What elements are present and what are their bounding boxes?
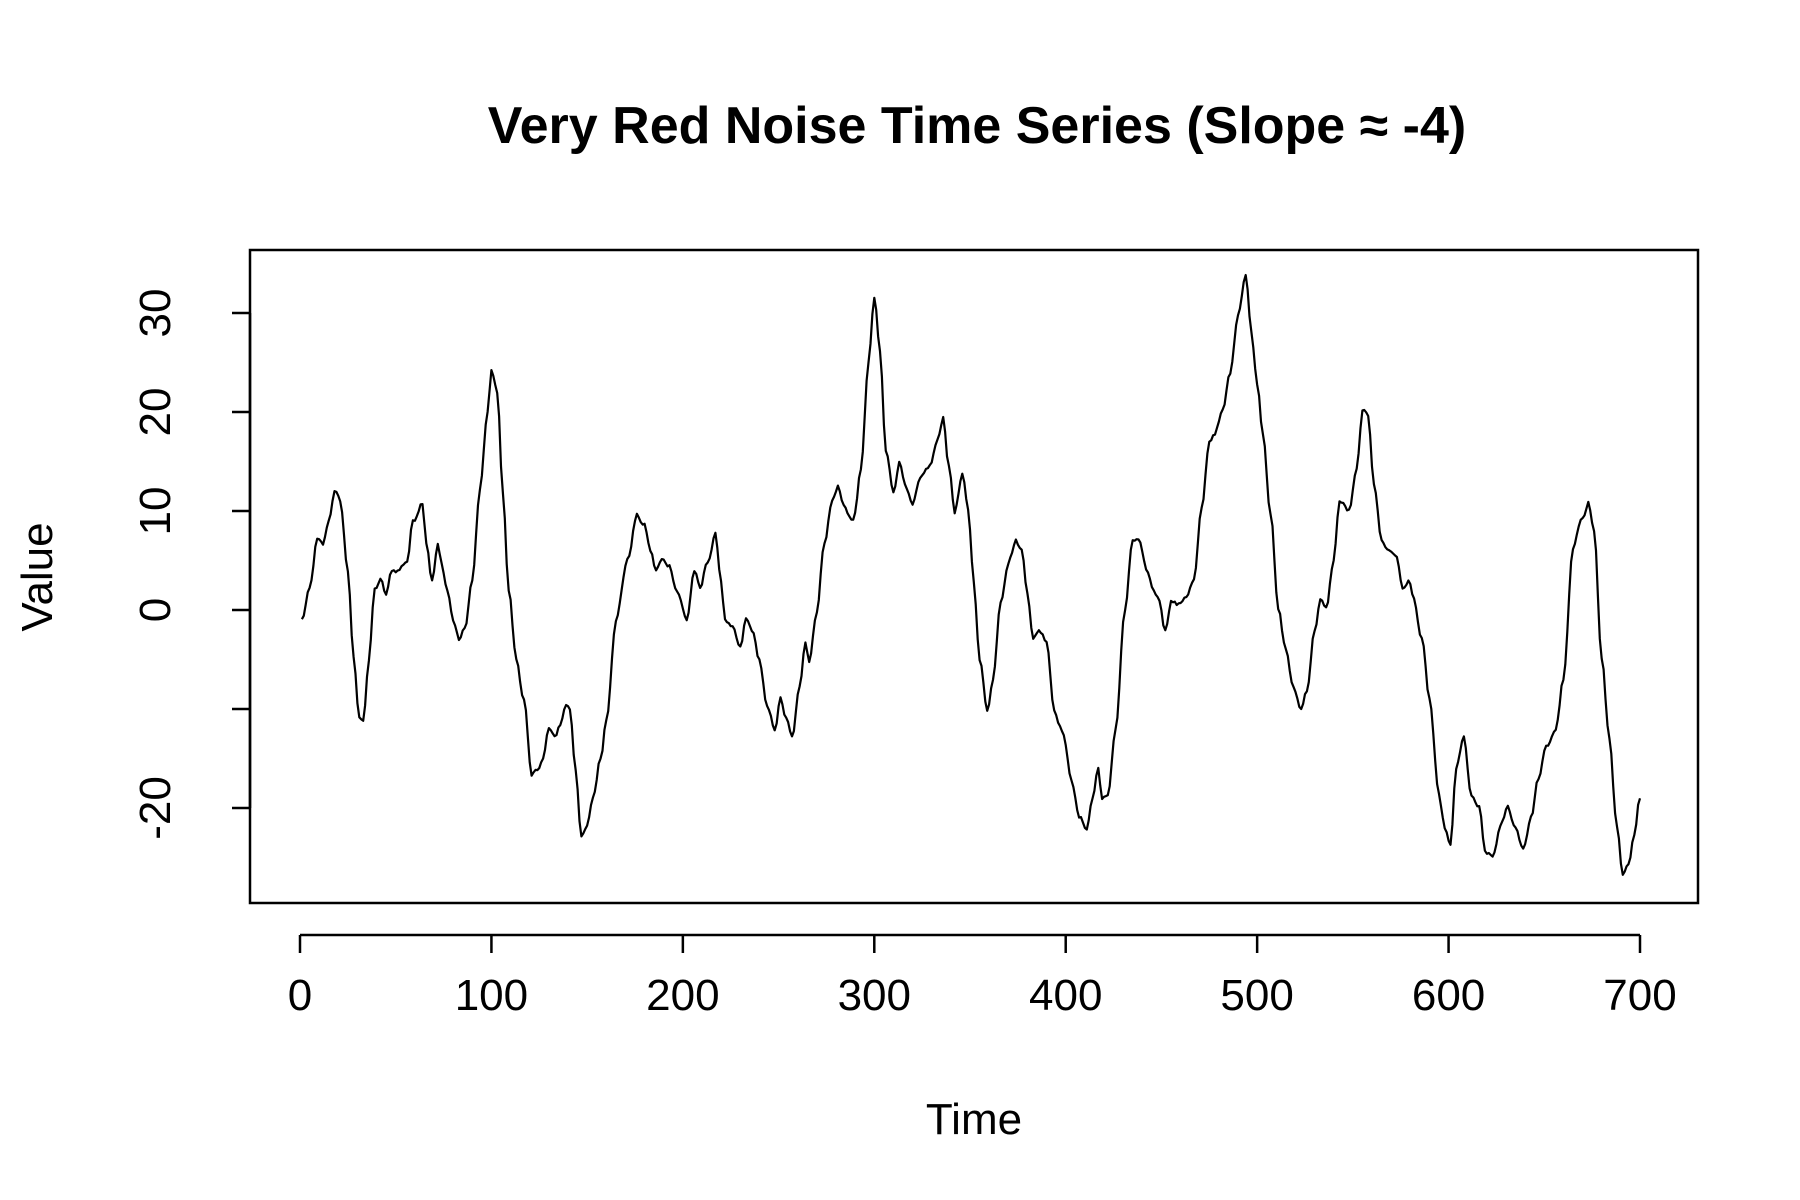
x-tick-label: 700 [1603,971,1676,1020]
x-tick-label: 600 [1412,971,1485,1020]
x-axis-label: Time [926,1095,1022,1144]
y-axis: -20 0 10 20 30 [131,289,252,840]
y-tick-label: 0 [131,598,180,622]
y-tick-label: 30 [131,289,180,338]
x-tick-label: 0 [288,971,312,1020]
x-tick-label: 400 [1029,971,1102,1020]
x-tick-label: 300 [838,971,911,1020]
series-line [300,273,1642,876]
y-tick-label: -20 [131,776,180,840]
y-tick-label: 10 [131,487,180,536]
y-axis-label: Value [13,522,62,631]
x-tick-label: 500 [1220,971,1293,1020]
x-axis: 0 100 200 300 400 500 600 700 [288,933,1677,1020]
x-tick-label: 200 [646,971,719,1020]
chart-title: Very Red Noise Time Series (Slope ≈ -4) [488,97,1466,155]
x-tick-label: 100 [455,971,528,1020]
y-tick-label: 20 [131,388,180,437]
